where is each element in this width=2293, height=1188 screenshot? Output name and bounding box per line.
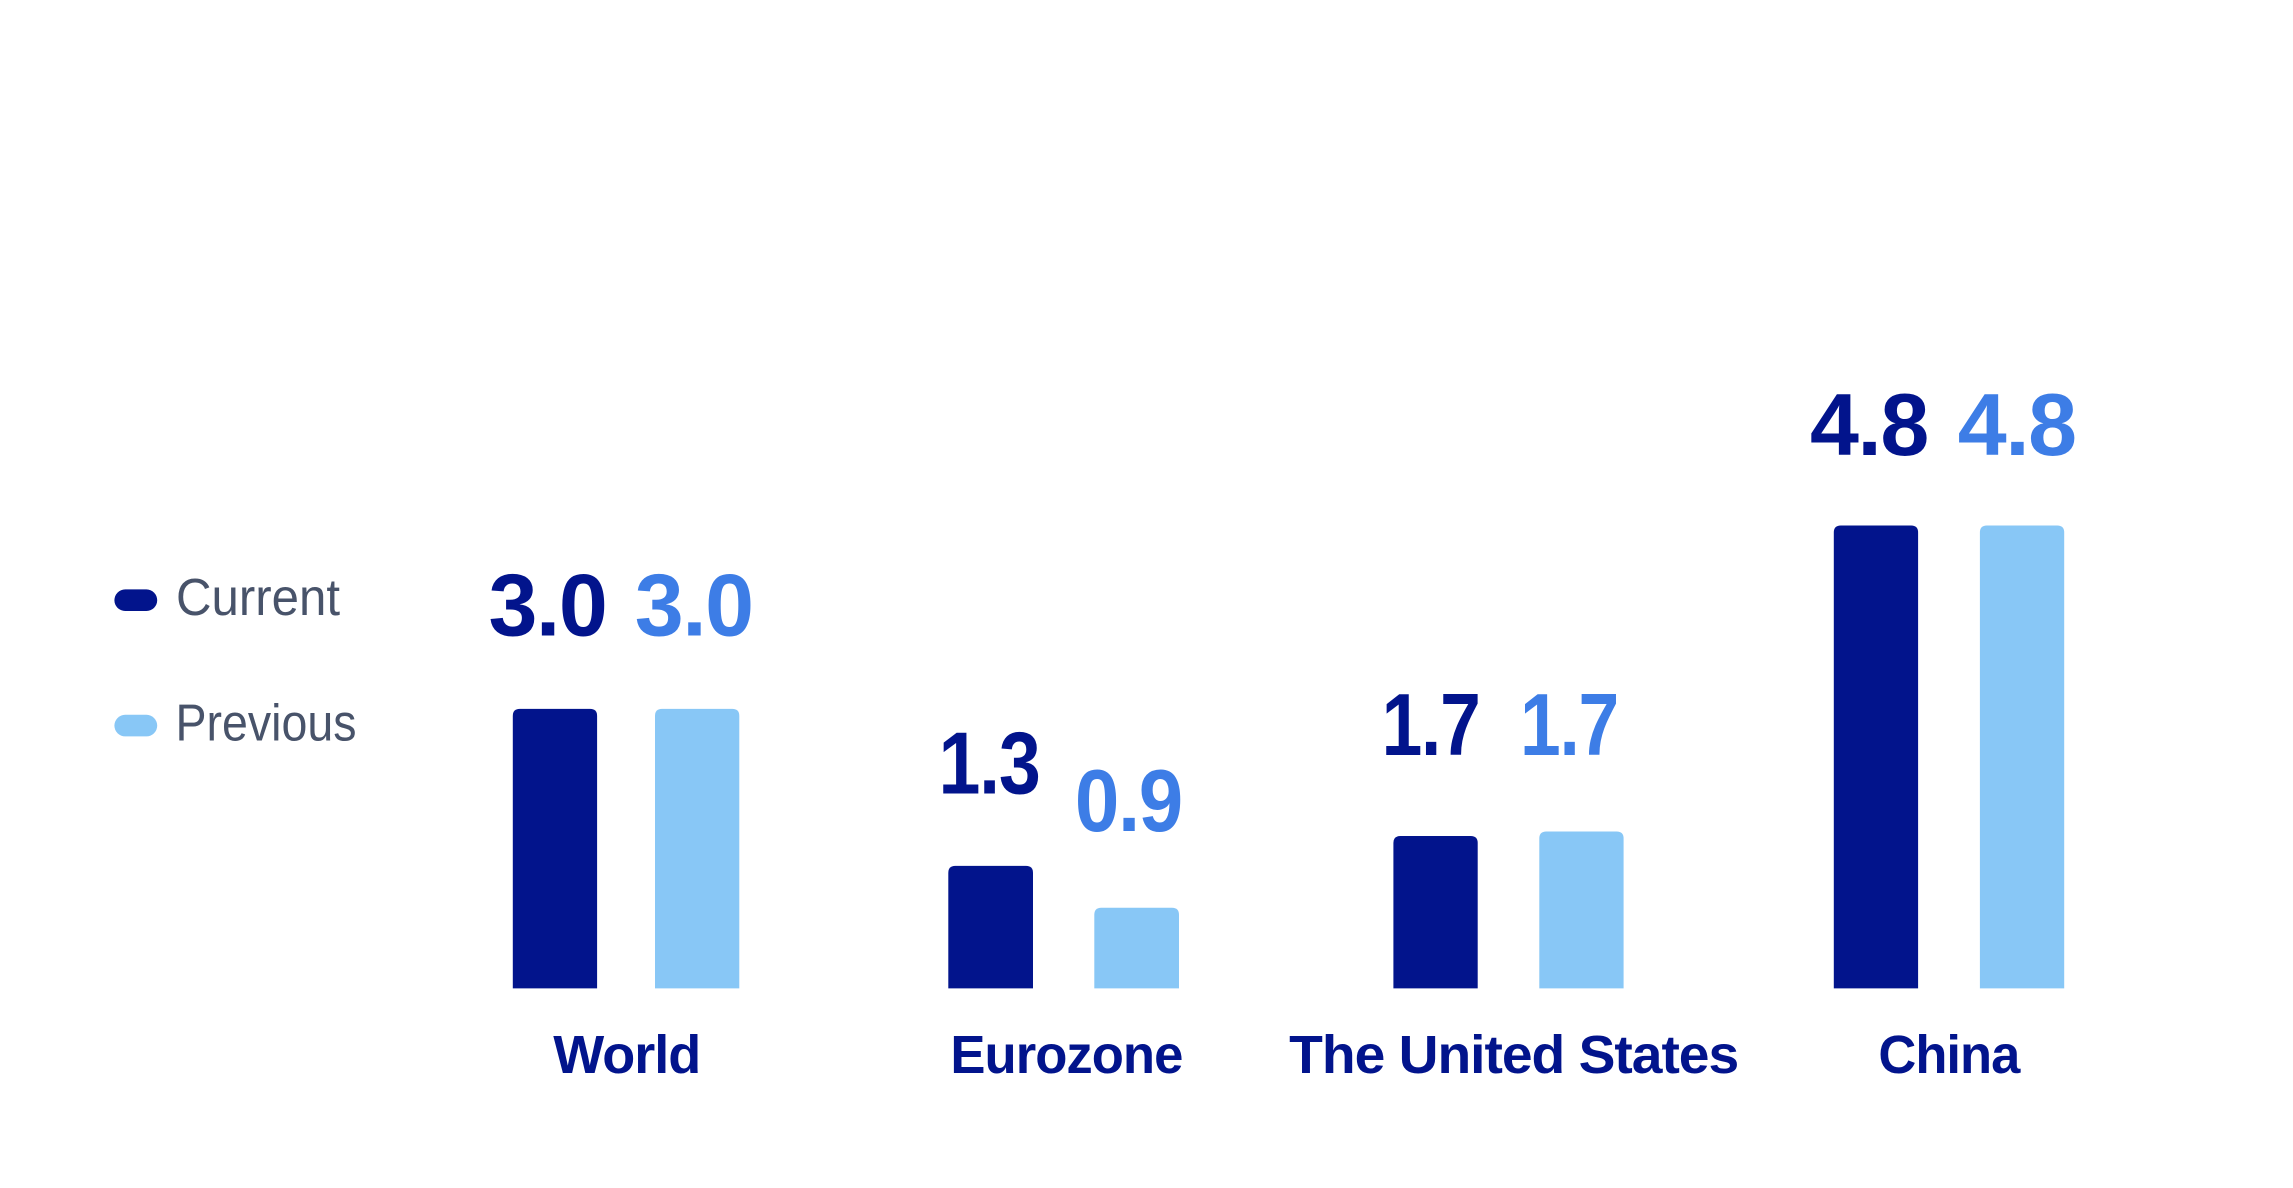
- svg-text:Current: Current: [176, 569, 341, 627]
- svg-text:1.7: 1.7: [1520, 675, 1618, 774]
- svg-text:1.3: 1.3: [939, 714, 1040, 813]
- svg-text:The United States: The United States: [1289, 1025, 1738, 1085]
- svg-text:Eurozone: Eurozone: [950, 1025, 1182, 1085]
- svg-text:1.7: 1.7: [1382, 675, 1480, 774]
- svg-text:4.8: 4.8: [1810, 375, 1928, 474]
- svg-text:3.0: 3.0: [635, 556, 753, 655]
- svg-text:0.9: 0.9: [1075, 751, 1182, 850]
- svg-text:3.0: 3.0: [488, 556, 606, 655]
- svg-text:Previous: Previous: [176, 695, 357, 753]
- svg-text:World: World: [553, 1025, 700, 1085]
- svg-text:4.8: 4.8: [1958, 375, 2076, 474]
- svg-text:China: China: [1878, 1025, 2021, 1085]
